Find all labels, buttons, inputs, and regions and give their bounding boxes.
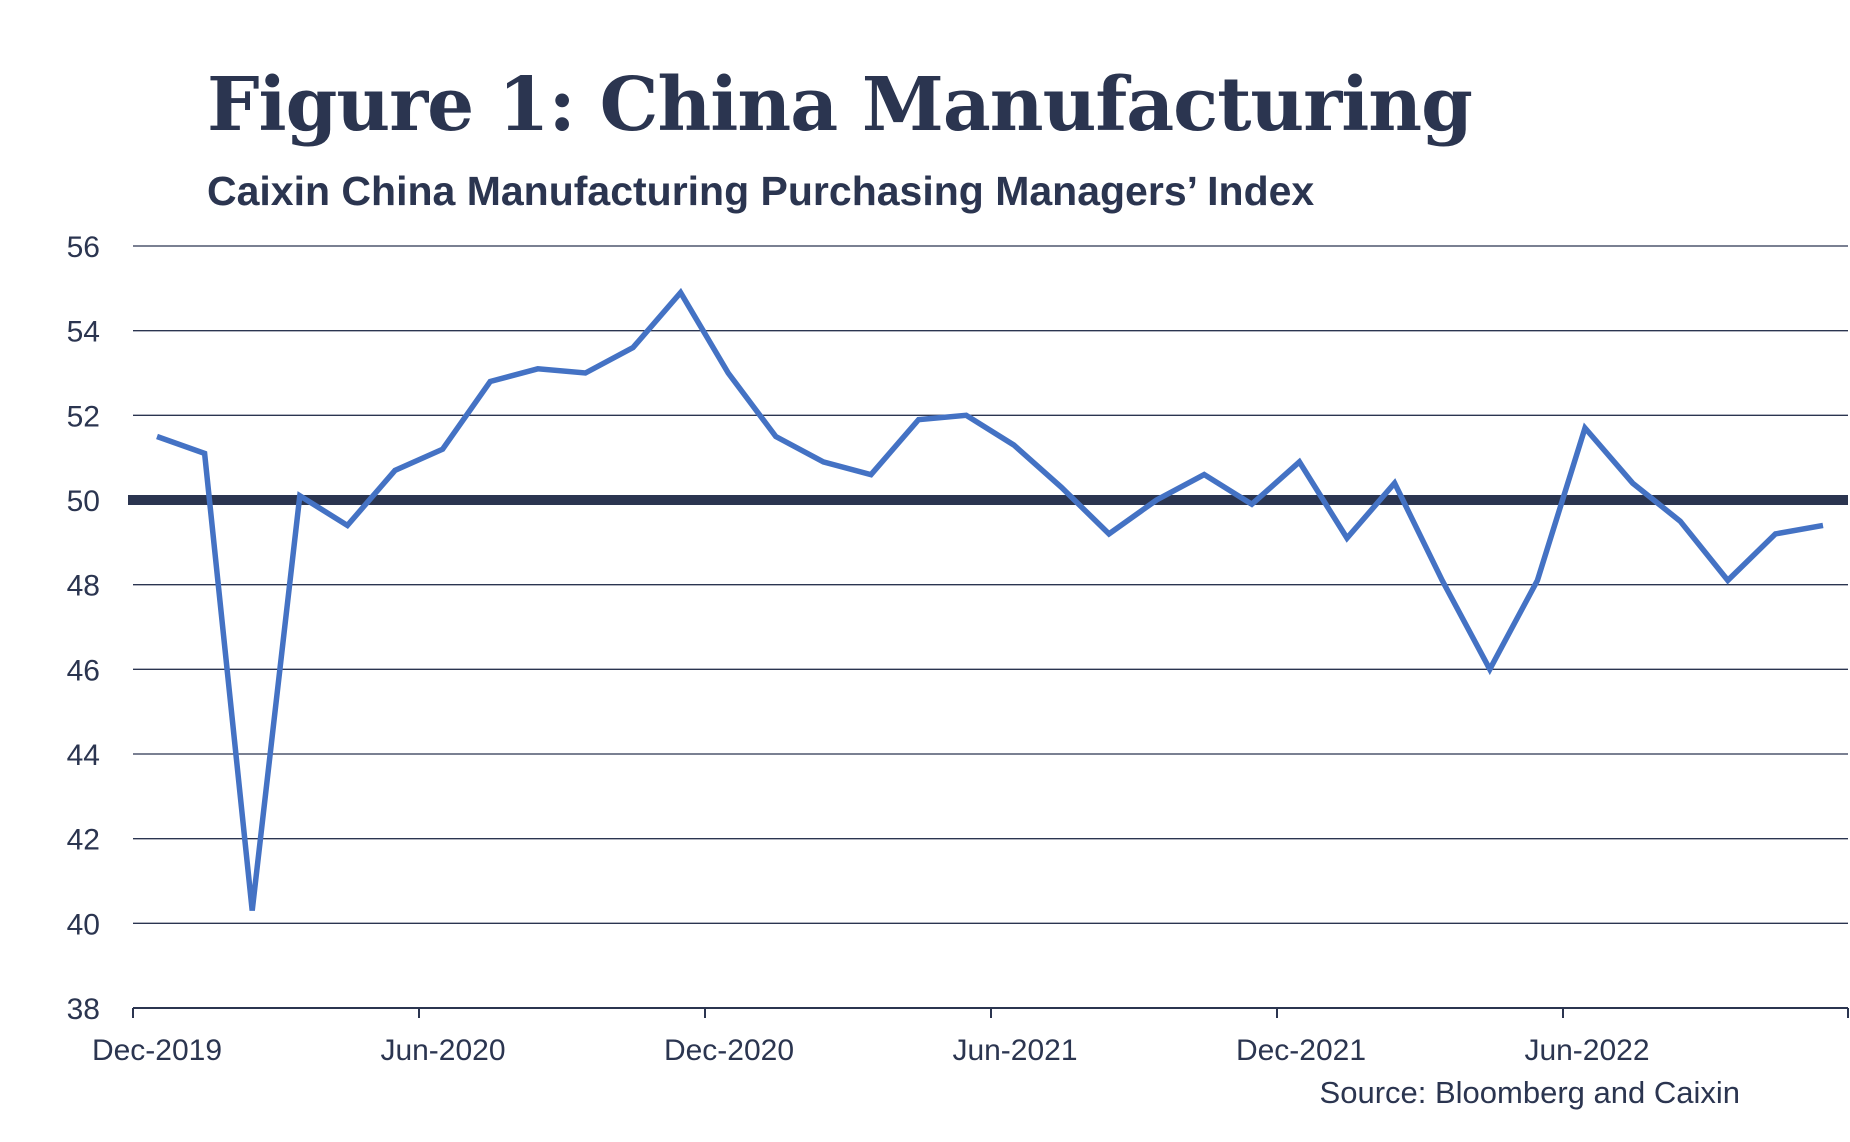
series-line-0 xyxy=(156,287,1824,911)
source-note: Source: Bloomberg and Caixin xyxy=(1319,1075,1740,1110)
chart-title: Figure 1: China Manufacturing xyxy=(207,62,1473,148)
x-tick-label-Dec-2020: Dec-2020 xyxy=(664,1034,794,1067)
x-tick-label-Dec-2019: Dec-2019 xyxy=(92,1034,222,1067)
x-axis-tick-labels: Dec-2019 Jun-2020 Dec-2020 Jun-2021 Dec-2021… xyxy=(92,1034,1650,1067)
y-tick-label-40: 40 xyxy=(67,908,100,941)
y-tick-label-38: 38 xyxy=(67,993,100,1026)
gridlines xyxy=(133,245,1848,924)
y-tick-label-56: 56 xyxy=(67,231,100,264)
y-tick-label-44: 44 xyxy=(67,739,100,772)
y-tick-label-50: 50 xyxy=(67,485,100,518)
y-axis-tick-labels: 38 40 42 44 46 48 50 52 54 56 xyxy=(67,231,100,1026)
y-tick-label-42: 42 xyxy=(67,824,100,857)
x-tick-label-Jun-2021: Jun-2021 xyxy=(952,1034,1077,1067)
x-axis xyxy=(132,1007,1849,1018)
x-tick-label-Jun-2022: Jun-2022 xyxy=(1524,1034,1649,1067)
y-tick-label-54: 54 xyxy=(67,316,100,349)
x-tick-label-Jun-2020: Jun-2020 xyxy=(380,1034,505,1067)
chart-subtitle: Caixin China Manufacturing Purchasing Ma… xyxy=(207,168,1315,214)
series-layer xyxy=(156,287,1824,911)
x-tick-label-Dec-2021: Dec-2021 xyxy=(1236,1034,1366,1067)
y-tick-label-48: 48 xyxy=(67,570,100,603)
y-tick-label-46: 46 xyxy=(67,654,100,687)
y-tick-label-52: 52 xyxy=(67,400,100,433)
